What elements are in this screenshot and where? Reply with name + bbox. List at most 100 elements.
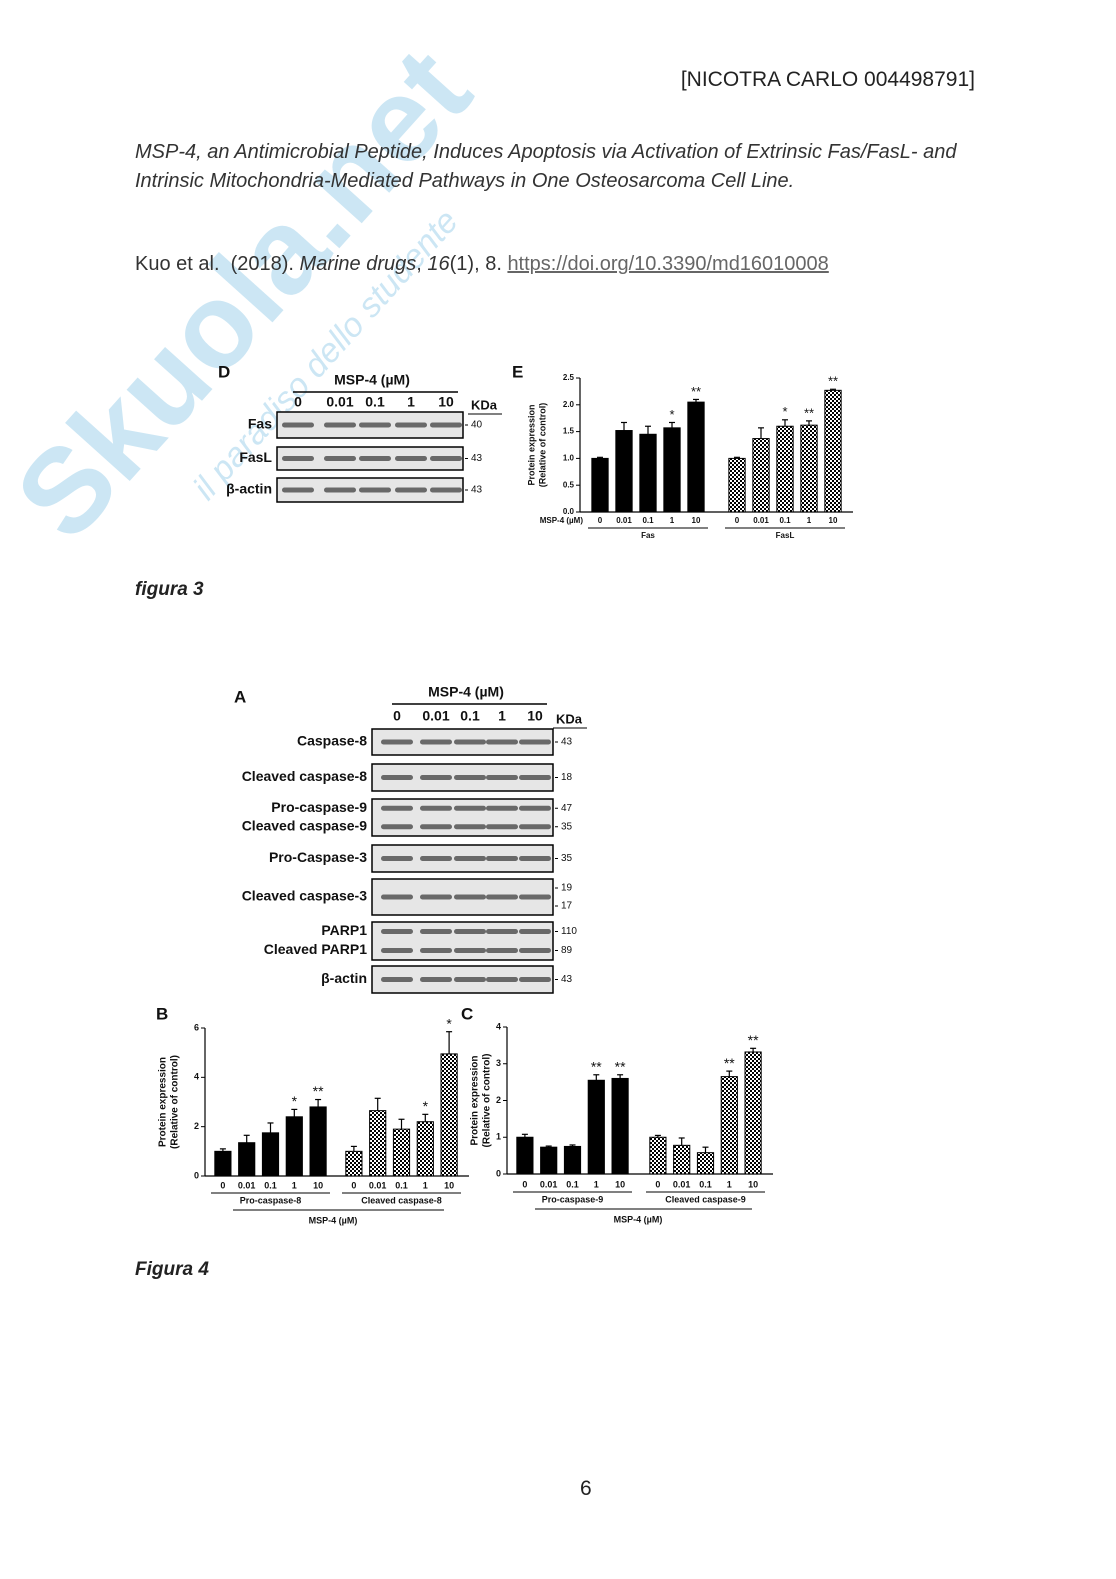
error-bar (830, 388, 836, 391)
x-axis-label: MSP-4 (µM) (309, 1215, 358, 1225)
kda-label: 43 (561, 737, 573, 748)
y-tick-label: 4 (194, 1072, 199, 1082)
blot-band (420, 739, 452, 745)
y-tick-label: 0 (194, 1170, 199, 1180)
lane-label: 0 (294, 394, 302, 410)
paper-title: MSP-4, an Antimicrobial Peptide, Induces… (135, 141, 957, 192)
blot-band (282, 422, 314, 428)
blot-band (519, 977, 551, 982)
category-label: 1 (727, 1179, 732, 1189)
bar (615, 430, 633, 513)
bar (800, 424, 818, 513)
blot-band (454, 894, 486, 900)
blot-band (381, 805, 413, 811)
category-label: 0.01 (673, 1179, 691, 1189)
y-tick-label: 3 (496, 1058, 501, 1068)
category-label: 0.01 (369, 1180, 387, 1190)
significance: ** (828, 374, 838, 389)
y-axis-label: (Relative of control) (537, 403, 547, 488)
blot-band (430, 422, 462, 428)
bar (591, 457, 609, 513)
blot-band (359, 456, 391, 461)
reference-italic: Marine drugs (299, 253, 417, 275)
significance: ** (724, 1055, 735, 1071)
error-bar (782, 419, 788, 427)
y-axis-label: Protein expression (158, 1057, 169, 1147)
blot-band (381, 856, 413, 861)
blot-band (454, 805, 486, 811)
error-bar (521, 1133, 528, 1138)
error-bar (750, 1047, 757, 1052)
blot-row-label: Cleaved PARP1 (264, 941, 367, 957)
error-bar (678, 1137, 685, 1146)
lane-label: 0.1 (365, 394, 385, 410)
bar (649, 1136, 667, 1175)
blot-band (454, 856, 486, 861)
panel-letter: C (461, 1004, 473, 1023)
blot-band (519, 856, 551, 861)
bar (516, 1136, 534, 1175)
blot-box (371, 921, 554, 961)
blot-band (381, 824, 413, 830)
error-bar (374, 1097, 381, 1111)
bar (687, 401, 705, 513)
category-label: 0.01 (540, 1179, 558, 1189)
category-label: 1 (423, 1180, 428, 1190)
blot-row-label: Pro-Caspase-3 (269, 849, 367, 865)
bar (696, 1152, 715, 1175)
panel-letter: D (218, 362, 230, 381)
bar (416, 1121, 434, 1177)
error-bar (446, 1031, 453, 1054)
error-bar (291, 1108, 298, 1117)
group-label: Pro-caspase-9 (542, 1194, 604, 1204)
blot-box (371, 798, 554, 837)
kda-label: 17 (561, 901, 573, 912)
bar (720, 1076, 738, 1175)
unit-label: KDa (556, 711, 583, 726)
blot-band (420, 977, 452, 982)
y-axis-label: Protein expression (526, 404, 536, 485)
blot-band (519, 805, 551, 811)
lane-label: 1 (498, 708, 506, 724)
blot-band (395, 487, 427, 493)
category-label: 0 (220, 1180, 225, 1190)
significance: ** (691, 384, 701, 399)
blot-row-label: Cleaved caspase-8 (242, 768, 368, 784)
blot-band (486, 824, 518, 830)
error-bar (398, 1118, 405, 1130)
panel-letter: A (234, 687, 246, 706)
blot-band (381, 894, 413, 900)
error-bar (350, 1145, 357, 1152)
y-tick-label: 6 (194, 1022, 199, 1032)
x-axis-label: MSP-4 (µM) (614, 1214, 663, 1224)
significance: ** (591, 1058, 602, 1074)
kda-label: 43 (561, 974, 573, 985)
category-label: 0.1 (699, 1179, 712, 1189)
header: [NICOTRA CARLO 004498791] (680, 68, 975, 91)
y-tick-label: 0 (496, 1168, 501, 1178)
y-tick-label: 0.0 (563, 507, 575, 516)
blot-band (420, 929, 452, 934)
reference-link[interactable]: https://doi.org/10.3390/md16010008 (507, 253, 829, 275)
kda-label: 89 (561, 945, 573, 956)
category-label: 0 (598, 516, 603, 525)
significance: ** (748, 1032, 759, 1048)
category-label: 0.01 (238, 1180, 256, 1190)
blot-band (282, 487, 314, 493)
bar (261, 1132, 280, 1177)
blot-row-label: Cleaved caspase-9 (242, 817, 368, 833)
page-number: 6 (580, 1477, 592, 1500)
blot-band (454, 824, 486, 830)
y-axis-label: (Relative of control) (170, 1055, 181, 1149)
significance: * (446, 1015, 452, 1031)
blot-row-label: FasL (239, 449, 272, 465)
lane-label: 0.01 (422, 708, 449, 724)
bar (587, 1079, 605, 1175)
category-label: 1 (807, 516, 812, 525)
group-label: FasL (776, 531, 795, 540)
kda-label: 35 (561, 821, 573, 832)
blot-band (519, 894, 551, 900)
blot-band (395, 422, 427, 428)
bar (345, 1150, 363, 1177)
